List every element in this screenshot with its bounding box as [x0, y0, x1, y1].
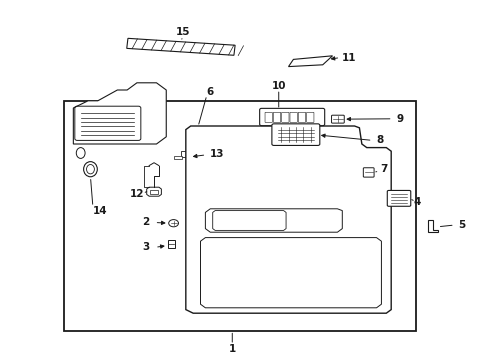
Ellipse shape: [86, 165, 94, 174]
Ellipse shape: [83, 162, 97, 177]
Polygon shape: [146, 187, 161, 196]
Text: 5: 5: [458, 220, 465, 230]
Text: 10: 10: [271, 81, 285, 91]
Text: 3: 3: [142, 242, 149, 252]
Text: 1: 1: [228, 344, 235, 354]
Bar: [63, 101, 415, 331]
Polygon shape: [205, 209, 342, 232]
Polygon shape: [427, 220, 437, 232]
Text: 9: 9: [395, 114, 403, 124]
Bar: [150, 190, 158, 194]
Bar: [173, 156, 182, 159]
FancyBboxPatch shape: [386, 190, 410, 206]
Text: 4: 4: [412, 197, 420, 207]
FancyBboxPatch shape: [298, 112, 305, 122]
Polygon shape: [200, 238, 381, 308]
Text: 2: 2: [142, 217, 149, 228]
FancyBboxPatch shape: [306, 112, 313, 122]
FancyBboxPatch shape: [273, 112, 280, 122]
Text: 13: 13: [210, 149, 224, 159]
Circle shape: [199, 128, 209, 135]
Bar: [190, 135, 199, 140]
Polygon shape: [212, 211, 285, 230]
Polygon shape: [185, 126, 390, 313]
Polygon shape: [73, 83, 166, 144]
Circle shape: [168, 220, 178, 227]
FancyBboxPatch shape: [289, 112, 297, 122]
FancyBboxPatch shape: [271, 124, 319, 145]
Text: 8: 8: [376, 135, 383, 145]
Text: 7: 7: [380, 164, 387, 174]
Text: 14: 14: [93, 206, 107, 216]
Bar: [190, 127, 201, 133]
Text: 12: 12: [129, 189, 144, 199]
Polygon shape: [288, 56, 332, 67]
FancyBboxPatch shape: [363, 168, 373, 177]
Text: 11: 11: [342, 53, 356, 63]
Text: 15: 15: [176, 27, 190, 37]
Bar: [167, 240, 174, 248]
Bar: [181, 151, 195, 157]
FancyBboxPatch shape: [281, 112, 288, 122]
FancyBboxPatch shape: [259, 108, 324, 126]
Polygon shape: [126, 38, 235, 55]
Text: 6: 6: [206, 87, 213, 97]
Ellipse shape: [76, 148, 85, 158]
FancyBboxPatch shape: [331, 115, 344, 123]
FancyBboxPatch shape: [264, 112, 272, 122]
